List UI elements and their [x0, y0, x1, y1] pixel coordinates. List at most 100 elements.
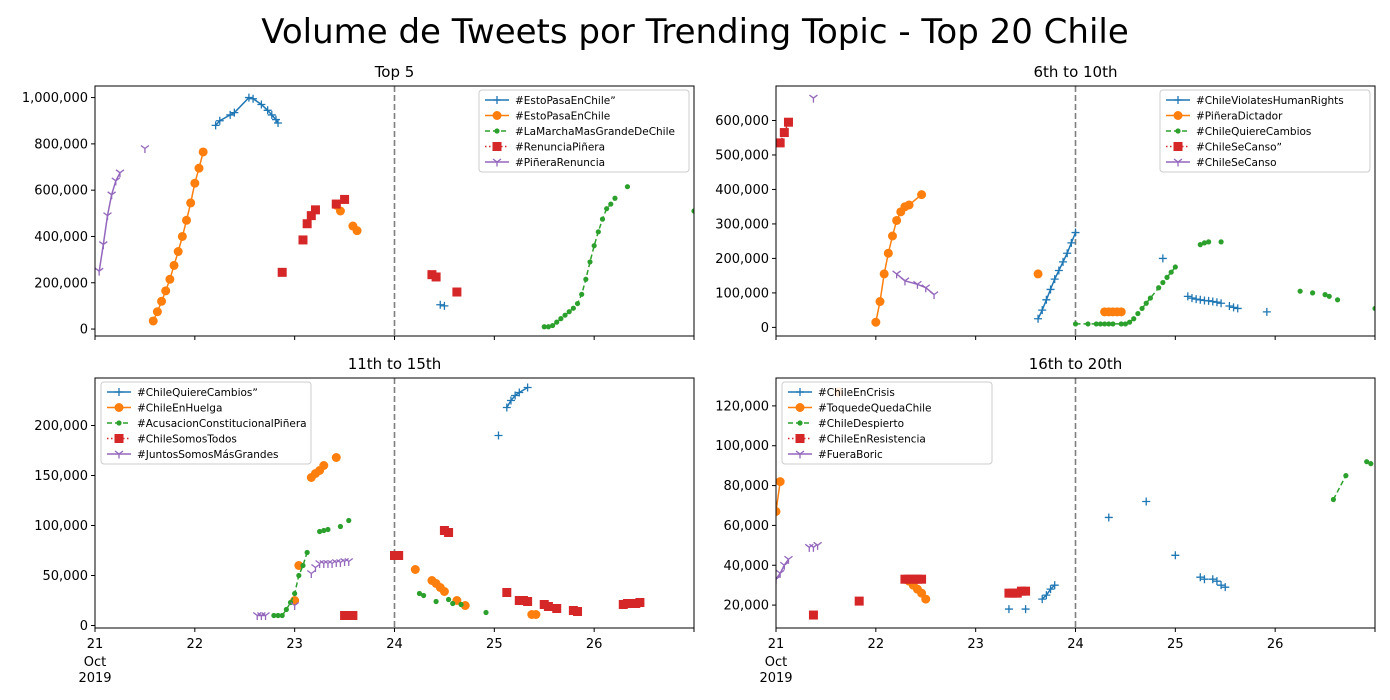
- data-point: [776, 506, 781, 516]
- data-point: [169, 260, 179, 270]
- legend-marker: [114, 434, 124, 443]
- data-point: [317, 528, 323, 535]
- data-point: [421, 592, 427, 599]
- data-point: [1164, 274, 1170, 280]
- series-1: [211, 93, 449, 310]
- data-point: [502, 403, 511, 412]
- data-point: [892, 215, 902, 225]
- series-group: [252, 383, 645, 620]
- data-point: [779, 128, 789, 138]
- data-point: [304, 549, 310, 556]
- data-point: [1097, 321, 1104, 327]
- legend-marker: [795, 450, 805, 459]
- data-point: [1116, 307, 1126, 317]
- data-point: [165, 274, 175, 284]
- data-point: [319, 461, 329, 470]
- legend-entry: #EstoPasaEnChileˮ: [485, 95, 616, 107]
- data-point: [346, 517, 352, 524]
- data-point: [554, 319, 560, 325]
- data-point: [1046, 585, 1055, 594]
- data-point: [929, 291, 939, 300]
- data-point: [115, 169, 125, 178]
- data-point: [1196, 295, 1205, 304]
- data-point: [311, 563, 320, 572]
- data-point: [1212, 298, 1221, 307]
- panel-title: 16th to 20th: [1029, 355, 1123, 373]
- legend-label: #ChileSeCanso: [1196, 157, 1277, 169]
- data-point: [883, 248, 893, 258]
- data-point: [1131, 316, 1137, 322]
- data-point: [292, 590, 298, 597]
- data-point: [579, 291, 585, 297]
- legend: #ChileQuiereCambiosˮ #ChileEnHuelga #Acusa…: [100, 381, 312, 465]
- data-point: [1334, 297, 1341, 303]
- data-point: [1034, 314, 1043, 323]
- data-point: [587, 259, 593, 265]
- data-point: [1147, 295, 1153, 301]
- data-point: [809, 543, 818, 552]
- legend-marker: [492, 158, 502, 167]
- data-point: [483, 609, 489, 616]
- data-point: [612, 195, 618, 201]
- data-point: [410, 565, 420, 574]
- data-point: [283, 606, 289, 613]
- legend-box: [781, 381, 993, 465]
- data-point: [431, 272, 441, 282]
- data-point: [574, 300, 581, 307]
- data-point: [182, 215, 192, 225]
- legend-marker: [1173, 111, 1183, 120]
- series-line: [1037, 232, 1077, 320]
- data-point: [1364, 459, 1370, 465]
- data-point: [439, 587, 449, 596]
- data-point: [1033, 269, 1043, 279]
- data-point: [921, 594, 931, 604]
- data-point: [352, 226, 362, 236]
- legend-entry: #ChileEnResistencia: [788, 434, 926, 446]
- data-point: [543, 602, 553, 611]
- y-tick-label: 0: [80, 323, 88, 338]
- legend-entry: #ChileDespierto: [788, 418, 904, 430]
- x-tick-sublabel: 2019: [78, 671, 111, 686]
- panel-title: Top 5: [374, 63, 415, 81]
- x-tick-label: 26: [1267, 637, 1284, 652]
- legend-label: #EstoPasaEnChileˮ: [515, 95, 616, 107]
- series-3: [1072, 239, 1375, 327]
- legend-entry: #ChileViolatesHumanRights: [1166, 95, 1344, 107]
- data-point: [595, 229, 601, 235]
- data-point: [306, 569, 316, 578]
- legend-entry: #PiñeraDictador: [1166, 111, 1283, 123]
- legend-entry: #ChileEnCrisis: [788, 387, 895, 399]
- data-point: [1368, 461, 1374, 467]
- data-point: [1208, 297, 1217, 306]
- data-point: [1229, 303, 1238, 312]
- legend-marker: [795, 434, 805, 443]
- data-point: [1310, 290, 1316, 296]
- y-tick-label: 200,000: [715, 252, 769, 267]
- chart-panel-3: 11th to 15th 0 50,000 100,000 150,000 200,000…: [34, 355, 695, 686]
- data-point: [267, 110, 276, 119]
- data-point: [230, 108, 239, 117]
- data-point: [591, 243, 597, 249]
- series-line: [776, 558, 790, 580]
- data-point: [917, 190, 927, 200]
- legend-entry: #PiñeraRenuncia: [485, 157, 605, 169]
- legend-label: #EstoPasaEnChile: [515, 111, 610, 123]
- data-point: [1168, 269, 1174, 275]
- data-point: [244, 93, 253, 102]
- data-point: [348, 611, 358, 620]
- data-point: [249, 94, 258, 103]
- data-point: [549, 322, 556, 329]
- x-tick-label: 23: [967, 637, 984, 652]
- legend-marker: [114, 403, 124, 412]
- data-point: [140, 144, 150, 153]
- data-point: [1330, 496, 1337, 503]
- data-point: [310, 205, 320, 215]
- data-point: [450, 600, 456, 607]
- data-point: [545, 324, 552, 330]
- data-point: [1135, 310, 1141, 317]
- data-point: [95, 267, 104, 276]
- data-point: [1104, 513, 1113, 522]
- legend-marker: [492, 142, 502, 151]
- data-point: [1201, 240, 1208, 246]
- data-point: [1233, 304, 1242, 313]
